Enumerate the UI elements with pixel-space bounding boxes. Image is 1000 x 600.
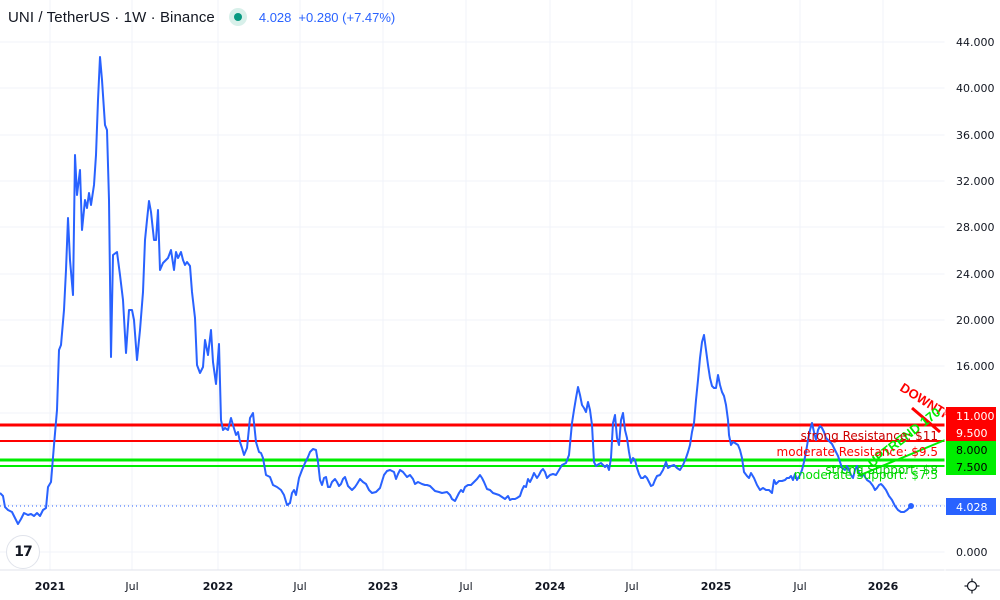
x-axis[interactable]: 2021 Jul 2022 Jul 2023 Jul 2024 Jul 2025…	[35, 580, 899, 593]
y-tick: 24.000	[956, 268, 995, 281]
x-tick: Jul	[792, 580, 806, 593]
gear-icon[interactable]	[962, 576, 982, 596]
tradingview-logo[interactable]: 17	[6, 535, 40, 569]
strong-resistance-badge	[946, 407, 996, 424]
strong-support-badge	[946, 441, 996, 458]
gear-icon-glyph	[964, 578, 980, 594]
x-tick: Jul	[624, 580, 638, 593]
grid	[0, 0, 945, 570]
x-tick: 2026	[868, 580, 899, 593]
moderate-resistance-label: moderate Resistance: $9.5	[777, 445, 938, 459]
strong-support-label: strong Support: $8	[825, 463, 938, 477]
y-tick: 28.000	[956, 221, 995, 234]
y-tick: 20.000	[956, 314, 995, 327]
moderate-support-badge	[946, 458, 996, 475]
x-tick: Jul	[458, 580, 472, 593]
market-status-icon	[228, 8, 247, 26]
last-price: 4.028	[258, 9, 292, 25]
x-tick: 2024	[535, 580, 566, 593]
x-tick: 2021	[35, 580, 66, 593]
price-change: +0.280 (+7.47%)	[298, 9, 396, 25]
logo-text: 17	[14, 544, 33, 560]
y-axis[interactable]: 44.000 40.000 36.000 32.000 28.000 24.00…	[956, 36, 995, 559]
x-tick: 2025	[701, 580, 732, 593]
y-tick: 40.000	[956, 82, 995, 95]
y-tick: 36.000	[956, 129, 995, 142]
symbol-title[interactable]: UNI / TetherUS · 1W · Binance	[8, 8, 215, 26]
x-tick: Jul	[124, 580, 138, 593]
y-tick: 16.000	[956, 360, 995, 373]
x-tick: 2023	[368, 580, 399, 593]
x-tick: 2022	[203, 580, 234, 593]
y-tick: 44.000	[956, 36, 995, 49]
y-tick: 0.000	[956, 546, 988, 559]
price-line[interactable]	[0, 56, 912, 525]
current-price-badge-text: 4.028	[956, 501, 988, 514]
moderate-resistance-badge	[946, 424, 996, 441]
current-price-badge	[946, 498, 996, 515]
strong-support-badge-text: 8.000	[956, 444, 988, 457]
y-tick: 32.000	[956, 175, 995, 188]
moderate-support-label: moderate Support: $7.5	[794, 468, 938, 482]
last-price-dot	[908, 503, 914, 509]
moderate-resistance-badge-text: 9.500	[956, 427, 988, 440]
strong-resistance-badge-text: 11.000	[956, 410, 995, 423]
moderate-support-badge-text: 7.500	[956, 461, 988, 474]
x-tick: Jul	[292, 580, 306, 593]
strong-resistance-label: strong Resistance: $11	[801, 429, 938, 443]
chart-header: UNI / TetherUS · 1W · Binance 4.028 +0.2…	[8, 6, 395, 28]
